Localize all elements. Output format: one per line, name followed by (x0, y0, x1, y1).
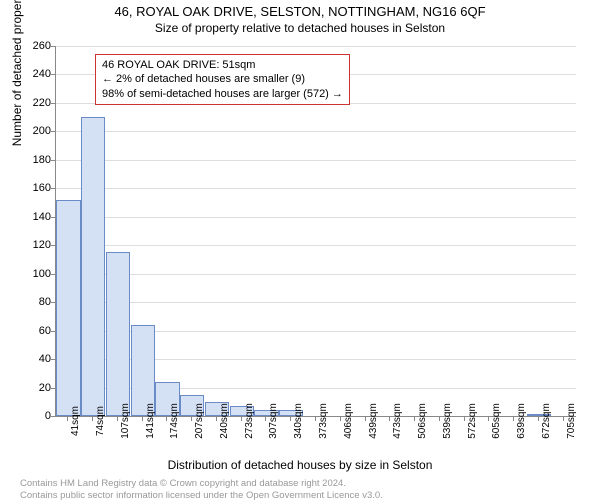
xtick-label: 207sqm (194, 403, 205, 439)
xtick-label: 439sqm (368, 403, 379, 439)
xtick-mark (389, 416, 390, 421)
xtick-label: 240sqm (219, 403, 230, 439)
ytick-label: 240 (33, 68, 51, 80)
xtick-label: 672sqm (541, 403, 552, 439)
ytick-label: 260 (33, 40, 51, 52)
annotation-line-2: ← 2% of detached houses are smaller (9) (102, 72, 343, 86)
gridline (56, 160, 576, 161)
gridline (56, 188, 576, 189)
xtick-label: 307sqm (268, 403, 279, 439)
annotation-line-3: 98% of semi-detached houses are larger (… (102, 87, 343, 101)
xtick-mark (290, 416, 291, 421)
ytick-label: 60 (39, 325, 51, 337)
ytick-mark (51, 416, 56, 417)
gridline (56, 131, 576, 132)
xtick-mark (464, 416, 465, 421)
chart-area: 46 ROYAL OAK DRIVE: 51sqm ← 2% of detach… (55, 46, 575, 416)
bar (56, 200, 80, 416)
xtick-label: 74sqm (95, 406, 106, 436)
xtick-mark (439, 416, 440, 421)
xtick-label: 639sqm (516, 403, 527, 439)
gridline (56, 217, 576, 218)
ytick-mark (51, 188, 56, 189)
footer: Contains HM Land Registry data © Crown c… (20, 478, 383, 501)
x-axis-label: Distribution of detached houses by size … (0, 458, 600, 472)
ytick-mark (51, 103, 56, 104)
page-title-1: 46, ROYAL OAK DRIVE, SELSTON, NOTTINGHAM… (0, 4, 600, 19)
xtick-mark (365, 416, 366, 421)
xtick-mark (241, 416, 242, 421)
ytick-mark (51, 74, 56, 75)
ytick-label: 140 (33, 211, 51, 223)
xtick-label: 340sqm (293, 403, 304, 439)
footer-line-2: Contains public sector information licen… (20, 490, 383, 501)
ytick-mark (51, 160, 56, 161)
xtick-mark (142, 416, 143, 421)
ytick-label: 160 (33, 182, 51, 194)
xtick-label: 406sqm (343, 403, 354, 439)
ytick-label: 40 (39, 353, 51, 365)
xtick-mark (563, 416, 564, 421)
annotation-line-1: 46 ROYAL OAK DRIVE: 51sqm (102, 58, 343, 72)
xtick-label: 539sqm (442, 403, 453, 439)
xtick-label: 373sqm (318, 403, 329, 439)
ytick-mark (51, 46, 56, 47)
xtick-mark (538, 416, 539, 421)
bar (81, 117, 105, 416)
xtick-label: 41sqm (70, 406, 81, 436)
xtick-mark (191, 416, 192, 421)
xtick-mark (414, 416, 415, 421)
gridline (56, 245, 576, 246)
y-axis-label: Number of detached properties (10, 0, 24, 146)
xtick-label: 473sqm (392, 403, 403, 439)
xtick-label: 605sqm (491, 403, 502, 439)
ytick-label: 100 (33, 268, 51, 280)
xtick-label: 141sqm (145, 403, 156, 439)
xtick-label: 705sqm (566, 403, 577, 439)
ytick-label: 80 (39, 296, 51, 308)
xtick-mark (315, 416, 316, 421)
xtick-label: 174sqm (169, 403, 180, 439)
ytick-label: 120 (33, 239, 51, 251)
xtick-mark (117, 416, 118, 421)
xtick-label: 506sqm (417, 403, 428, 439)
xtick-mark (513, 416, 514, 421)
xtick-label: 107sqm (120, 403, 131, 439)
ytick-label: 20 (39, 382, 51, 394)
bar (106, 252, 130, 416)
xtick-mark (92, 416, 93, 421)
ytick-label: 0 (45, 410, 51, 422)
xtick-mark (67, 416, 68, 421)
gridline (56, 274, 576, 275)
xtick-label: 273sqm (244, 403, 255, 439)
ytick-label: 220 (33, 97, 51, 109)
gridline (56, 46, 576, 47)
ytick-mark (51, 131, 56, 132)
xtick-label: 572sqm (467, 403, 478, 439)
xtick-mark (488, 416, 489, 421)
ytick-label: 200 (33, 125, 51, 137)
footer-line-1: Contains HM Land Registry data © Crown c… (20, 478, 383, 489)
annotation-box: 46 ROYAL OAK DRIVE: 51sqm ← 2% of detach… (95, 54, 350, 105)
ytick-label: 180 (33, 154, 51, 166)
xtick-mark (216, 416, 217, 421)
gridline (56, 302, 576, 303)
page-title-2: Size of property relative to detached ho… (0, 21, 600, 35)
xtick-mark (166, 416, 167, 421)
xtick-mark (340, 416, 341, 421)
xtick-mark (265, 416, 266, 421)
